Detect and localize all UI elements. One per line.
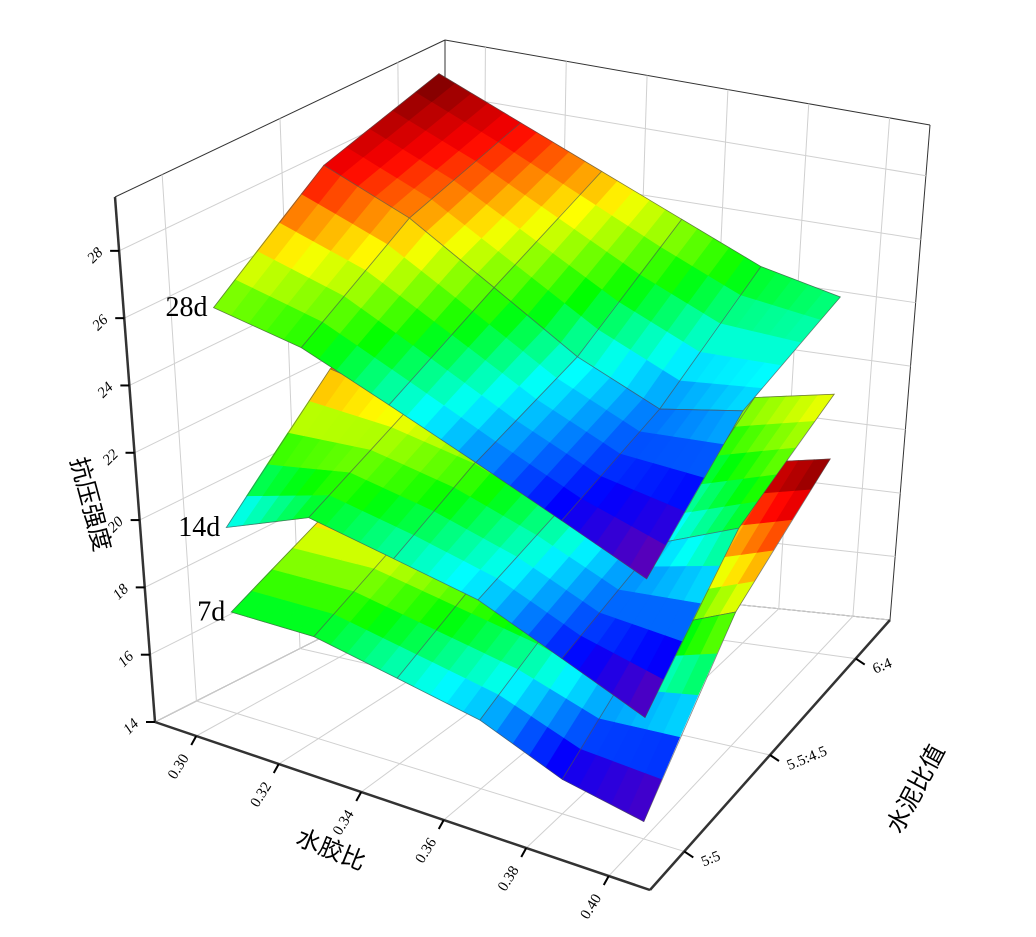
tick-mark: [437, 819, 445, 830]
x-tick-label: 0.32: [248, 779, 275, 810]
x-axis-title: 水胶比: [292, 824, 369, 876]
tick-mark: [683, 850, 694, 859]
mesh-cell: [561, 527, 740, 719]
x-tick-label: 0.34: [330, 807, 358, 838]
z-tick-label: 24: [95, 379, 117, 401]
z-tick-label: 14: [120, 716, 142, 738]
z-tick-label: 26: [90, 312, 112, 334]
tick-mark: [602, 875, 610, 886]
x-tick-label: 0.38: [495, 863, 522, 894]
series-label: 28d: [166, 292, 208, 323]
z-tick-label: 18: [110, 581, 132, 603]
x-tick-label: 0.40: [578, 891, 605, 922]
z-axis-title: 抗压强度: [64, 455, 115, 555]
y-tick-label: 5:5: [699, 848, 723, 870]
y-axis-title: 水泥比值: [882, 740, 951, 837]
grid-line: [852, 117, 891, 617]
grid-line: [196, 700, 685, 852]
series-label: 14d: [178, 512, 220, 543]
y-tick-label: 5.5:4.5: [785, 743, 830, 773]
z-tick-label: 16: [115, 648, 137, 670]
x-tick-label: 0.36: [413, 835, 441, 866]
box-edge: [154, 720, 651, 892]
y-tick-label: 6:4: [871, 655, 895, 677]
tick-mark: [520, 847, 528, 858]
series-label: 7d: [197, 596, 225, 627]
tick-mark: [855, 657, 866, 666]
z-tick-label: 28: [84, 244, 106, 266]
box-edge: [444, 39, 931, 126]
x-tick-label: 0.30: [165, 751, 192, 782]
tick-mark: [355, 791, 363, 802]
tick-mark: [272, 763, 280, 774]
z-tick-label: 22: [100, 446, 122, 468]
grid-line: [444, 94, 926, 177]
box-edge: [889, 124, 931, 621]
grid-line: [161, 174, 197, 702]
tick-mark: [190, 735, 198, 746]
box-edge: [113, 196, 157, 723]
tick-mark: [769, 754, 780, 762]
mesh-cell: [561, 408, 744, 580]
